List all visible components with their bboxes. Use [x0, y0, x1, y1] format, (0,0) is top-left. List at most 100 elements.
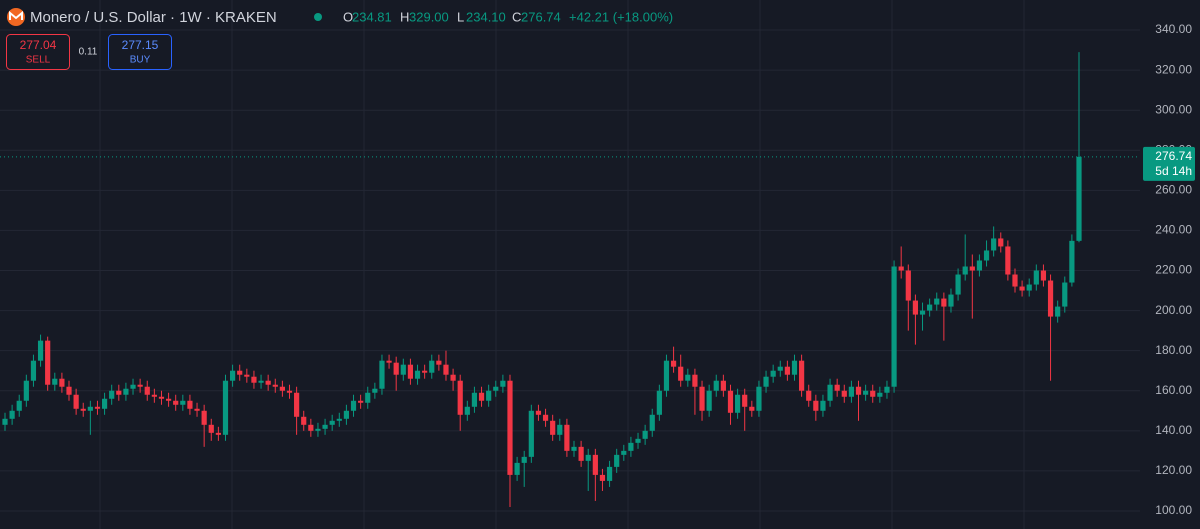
candle-body	[542, 414, 549, 421]
candle-body	[30, 360, 37, 381]
candle-body	[144, 386, 150, 395]
buy-button[interactable]	[108, 34, 172, 70]
candle-body	[478, 392, 485, 401]
candle-body	[173, 400, 179, 405]
candle-body	[329, 420, 335, 425]
candle-body	[599, 474, 606, 481]
candle-body	[73, 394, 79, 409]
y-tick-label: 140.00	[1155, 423, 1192, 437]
candle-body	[685, 374, 691, 381]
candle-body	[414, 370, 421, 379]
candle-body	[450, 374, 456, 381]
candle-body	[670, 360, 677, 367]
y-tick-label: 160.00	[1155, 383, 1192, 397]
candle-body	[905, 270, 911, 301]
candle-body	[991, 238, 997, 251]
candle-body	[763, 376, 769, 387]
candle-body	[457, 380, 463, 415]
spread: 0.11	[79, 47, 98, 58]
candle-body	[884, 386, 890, 393]
candle-body	[642, 430, 648, 439]
buy-label[interactable]: BUY	[130, 55, 151, 66]
candle-body	[635, 438, 641, 443]
candle-body	[429, 360, 435, 373]
candle-body	[734, 394, 741, 413]
candle-body	[663, 360, 670, 391]
candle-body	[301, 416, 307, 425]
candle-body	[350, 400, 357, 411]
candle-body	[919, 310, 926, 315]
candle-body	[614, 454, 620, 467]
candle-body	[742, 394, 748, 407]
ohlc-letter: L	[457, 9, 464, 24]
buy-price[interactable]: 277.15	[122, 38, 159, 52]
candle-body	[621, 450, 627, 455]
coin-icon-glyph	[9, 10, 23, 20]
status-dot	[314, 13, 322, 21]
candle-body	[201, 410, 207, 425]
candle-body	[749, 406, 755, 411]
candle-body	[927, 304, 933, 311]
candle-body	[101, 398, 108, 409]
ohlc-letter: C	[512, 9, 521, 24]
candle-body	[727, 390, 734, 413]
candle-body	[59, 378, 65, 387]
candle-body	[500, 380, 506, 387]
candle-body	[471, 392, 478, 407]
candle-body	[23, 380, 29, 401]
candle-body	[998, 238, 1004, 247]
candle-body	[1033, 270, 1039, 285]
candle-body	[94, 406, 101, 409]
candle-body	[535, 410, 542, 415]
candle-body	[52, 378, 58, 385]
candle-body	[486, 390, 492, 401]
candle-body	[912, 300, 919, 315]
candle-body	[294, 392, 300, 417]
candle-body	[571, 446, 577, 451]
candle-body	[116, 390, 122, 395]
sell-button[interactable]	[6, 34, 70, 70]
candle-body	[194, 408, 200, 411]
candle-body	[955, 274, 961, 295]
y-tick-label: 260.00	[1155, 183, 1192, 197]
change: +42.21 (+18.00%)	[569, 9, 673, 24]
candle-body	[379, 360, 385, 389]
candle-body	[1012, 274, 1018, 287]
candle-body	[962, 266, 968, 275]
candle-body	[564, 424, 570, 451]
y-tick-label: 180.00	[1155, 343, 1192, 357]
candle-body	[692, 374, 698, 387]
candle-body	[9, 410, 15, 419]
candle-body	[393, 362, 399, 375]
candle-body	[343, 410, 350, 419]
candle-body	[308, 424, 314, 431]
candle-body	[777, 366, 783, 371]
candle-body	[1040, 270, 1047, 281]
candle-body	[521, 456, 527, 463]
y-tick-label: 320.00	[1155, 62, 1192, 76]
y-tick-label: 300.00	[1155, 102, 1192, 116]
candle-body	[699, 386, 705, 411]
candle-body	[756, 386, 762, 411]
candle-body	[706, 390, 712, 411]
candle-body	[286, 390, 293, 393]
price-axis: 100.00 120.00 140.00 160.00 180.00 200.00 220.…	[1143, 22, 1195, 517]
candle-body	[628, 442, 634, 451]
candle-body	[265, 380, 271, 385]
candle-body	[606, 466, 613, 481]
candle-body	[855, 386, 862, 395]
candle-body	[208, 424, 214, 433]
plot	[0, 29, 1140, 512]
candle-body	[493, 386, 499, 391]
sell-label[interactable]: SELL	[26, 55, 51, 66]
candle-body	[806, 390, 812, 401]
vertical-grid	[99, 0, 1025, 529]
candle-body	[948, 294, 954, 307]
candle-body	[137, 384, 143, 387]
candle-body	[151, 394, 157, 397]
sell-price[interactable]: 277.04	[20, 38, 57, 52]
candle-body	[436, 360, 442, 365]
candle-body	[983, 250, 990, 261]
